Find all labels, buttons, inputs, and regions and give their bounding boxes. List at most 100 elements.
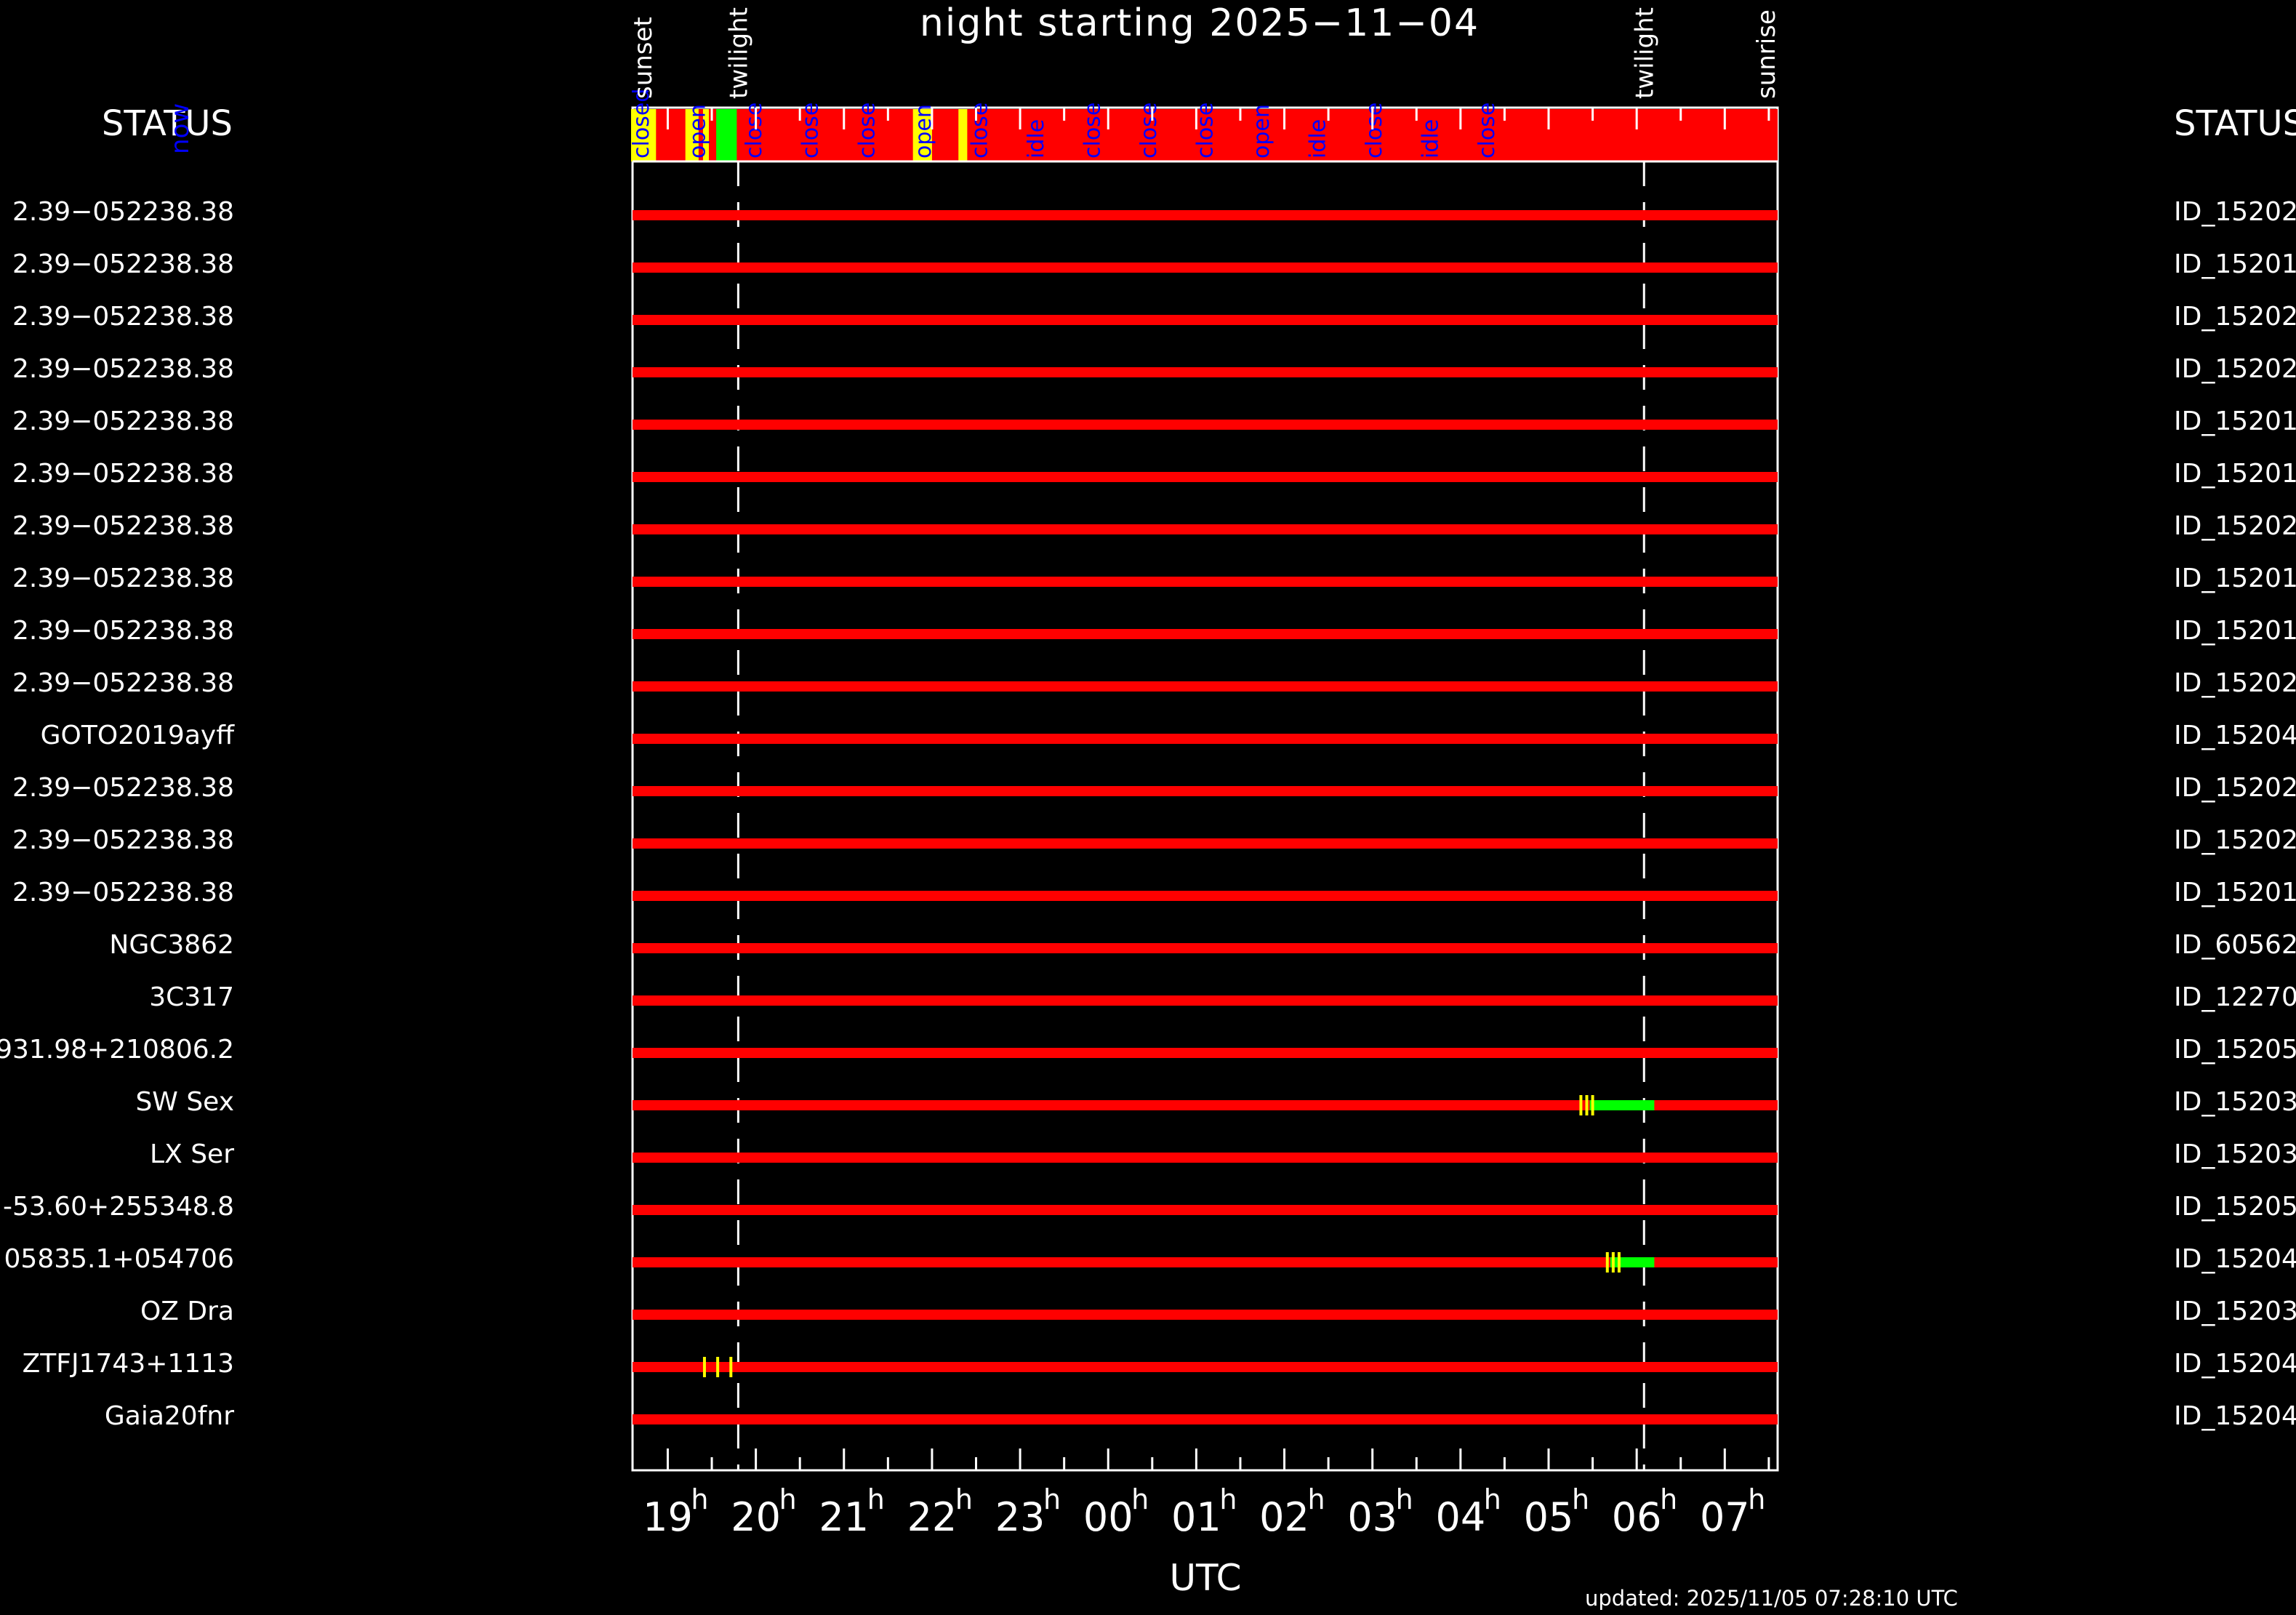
target-label: GOTO2019ayff bbox=[40, 721, 234, 750]
target-track bbox=[633, 1100, 1778, 1110]
status-annotation: close bbox=[967, 103, 992, 159]
status-annotation: close bbox=[742, 103, 767, 159]
status-segment-1 bbox=[685, 109, 699, 161]
target-label: 3C317 bbox=[149, 982, 234, 1012]
target-label: ZTFJ1743+1113 bbox=[22, 1349, 234, 1379]
target-track bbox=[633, 1362, 1778, 1372]
target-label: 2.39−052238.38 bbox=[12, 616, 234, 646]
target-label: 2.39−052238.38 bbox=[12, 825, 234, 855]
x-tick-suffix-3: h bbox=[955, 1483, 973, 1515]
status-annotation: open bbox=[1249, 104, 1275, 159]
x-tick-suffix-2: h bbox=[867, 1483, 885, 1515]
observation-mark bbox=[1585, 1095, 1589, 1115]
target-track bbox=[633, 472, 1778, 482]
target-track bbox=[633, 681, 1778, 692]
event-label-2: twilight bbox=[1630, 7, 1659, 99]
x-tick-label-2: 21 bbox=[819, 1494, 869, 1540]
target-label: 05835.1+054706 bbox=[4, 1244, 234, 1274]
status-annotation: closed bbox=[629, 89, 654, 159]
event-label-3: sunrise bbox=[1752, 9, 1781, 99]
status-segment-5 bbox=[958, 109, 968, 161]
status-segment-3 bbox=[716, 109, 737, 161]
status-annotation: close bbox=[1474, 103, 1500, 159]
x-tick-label-4: 23 bbox=[995, 1494, 1045, 1540]
target-track bbox=[633, 1310, 1778, 1320]
id-label: ID_15202 bbox=[2174, 668, 2296, 698]
target-label: 2.39−052238.38 bbox=[12, 773, 234, 803]
id-label: ID_15201 bbox=[2174, 616, 2296, 646]
target-track bbox=[633, 1257, 1778, 1267]
target-track bbox=[633, 367, 1778, 377]
observation-mark bbox=[1591, 1095, 1594, 1115]
id-label: ID_15204 bbox=[2174, 1349, 2296, 1379]
x-tick-label-8: 03 bbox=[1347, 1494, 1397, 1540]
status-annotation: close bbox=[1136, 103, 1162, 159]
updated-timestamp: updated: 2025/11/05 07:28:10 UTC bbox=[1585, 1586, 1958, 1611]
id-label: ID_15205 bbox=[2174, 1192, 2296, 1222]
status-strip bbox=[633, 109, 1778, 161]
x-tick-label-11: 06 bbox=[1612, 1494, 1662, 1540]
status-segment-2 bbox=[702, 109, 709, 161]
status-segment-0 bbox=[630, 109, 657, 161]
status-annotation: open bbox=[686, 104, 711, 159]
target-label: -53.60+255348.8 bbox=[3, 1192, 234, 1222]
observation-mark bbox=[1617, 1252, 1621, 1273]
target-track bbox=[633, 734, 1778, 744]
id-label: ID_15202 bbox=[2174, 825, 2296, 855]
target-label: 2.39−052238.38 bbox=[12, 511, 234, 541]
id-label: ID_15203 bbox=[2174, 1087, 2296, 1117]
x-tick-suffix-0: h bbox=[691, 1483, 708, 1515]
target-label: SW Sex bbox=[135, 1087, 234, 1117]
x-tick-suffix-5: h bbox=[1131, 1483, 1149, 1515]
x-tick-suffix-10: h bbox=[1572, 1483, 1589, 1515]
page-title: night starting 2025−11−04 bbox=[919, 1, 1480, 45]
observation-mark bbox=[1611, 1252, 1615, 1273]
target-label: 2.39−052238.38 bbox=[12, 406, 234, 436]
target-track bbox=[633, 263, 1778, 273]
x-tick-suffix-4: h bbox=[1043, 1483, 1061, 1515]
status-segment-4 bbox=[912, 109, 932, 161]
id-label: ID_15202 bbox=[2174, 354, 2296, 384]
x-tick-label-3: 22 bbox=[907, 1494, 958, 1540]
id-label: ID_15203 bbox=[2174, 1297, 2296, 1326]
target-label: 2.39−052238.38 bbox=[12, 354, 234, 384]
observation-mark bbox=[729, 1357, 733, 1377]
id-label: ID_15204 bbox=[2174, 1244, 2296, 1274]
id-label: ID_15201 bbox=[2174, 564, 2296, 593]
observation-mark bbox=[1605, 1252, 1609, 1273]
id-label: ID_12270 bbox=[2174, 982, 2296, 1012]
target-label: 2.39−052238.38 bbox=[12, 302, 234, 332]
status-annotation: close bbox=[1362, 103, 1387, 159]
status-annotation: idle bbox=[1418, 119, 1444, 159]
id-label: ID_15204 bbox=[2174, 721, 2296, 750]
status-header-left: STATUS bbox=[101, 103, 233, 144]
target-track bbox=[633, 1153, 1778, 1163]
observation-mark bbox=[1579, 1095, 1583, 1115]
status-annotation: idle bbox=[1024, 119, 1049, 159]
target-track bbox=[633, 1048, 1778, 1058]
observation-mark bbox=[702, 1357, 706, 1377]
target-label: Gaia20fnr bbox=[104, 1401, 234, 1431]
target-track bbox=[633, 1414, 1778, 1424]
target-label: 2.39−052238.38 bbox=[12, 249, 234, 279]
x-axis-title: UTC bbox=[1169, 1557, 1242, 1599]
x-tick-label-7: 02 bbox=[1259, 1494, 1309, 1540]
target-track bbox=[633, 577, 1778, 587]
id-label: ID_15201 bbox=[2174, 878, 2296, 907]
target-label: 2.39−052238.38 bbox=[12, 668, 234, 698]
target-track bbox=[633, 315, 1778, 325]
status-annotation: idle bbox=[1306, 119, 1331, 159]
target-label: LX Ser bbox=[150, 1139, 234, 1169]
target-track bbox=[633, 995, 1778, 1006]
x-tick-suffix-12: h bbox=[1748, 1483, 1765, 1515]
x-tick-label-1: 20 bbox=[731, 1494, 781, 1540]
id-label: ID_15202 bbox=[2174, 197, 2296, 227]
id-label: ID_15205 bbox=[2174, 1035, 2296, 1065]
status-annotation: close bbox=[798, 103, 824, 159]
x-tick-label-9: 04 bbox=[1435, 1494, 1485, 1540]
x-tick-label-0: 19 bbox=[643, 1494, 693, 1540]
target-label: 2.39−052238.38 bbox=[12, 459, 234, 489]
id-label: ID_60562 bbox=[2174, 930, 2296, 960]
x-tick-suffix-7: h bbox=[1307, 1483, 1325, 1515]
